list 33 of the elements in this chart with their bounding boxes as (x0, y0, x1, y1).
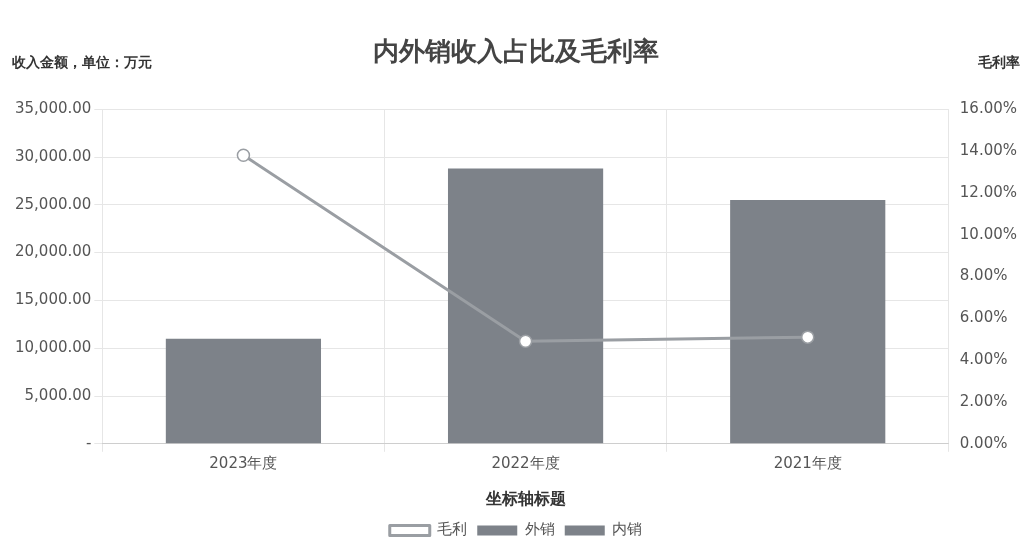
y-tick-label: 25,000.00 (15, 194, 92, 213)
x-tick-label: 2021年度 (773, 453, 842, 472)
y2-tick-label: 10.00% (959, 224, 1018, 243)
y-tick-label: 35,000.00 (15, 99, 92, 118)
y2-tick-label: 0.00% (959, 433, 1008, 452)
x-tick-label: 2022年度 (491, 453, 560, 472)
y2-axis-title: 毛利率 (977, 53, 1020, 70)
legend-label: 毛利 (437, 520, 468, 539)
y2-tick-label: 2.00% (959, 391, 1008, 410)
point (800, 330, 815, 344)
y-tick-label: 20,000.00 (15, 242, 92, 261)
bar (165, 338, 322, 444)
y-tick-label: - (85, 433, 92, 452)
legend-label: 外销 (524, 520, 555, 539)
y2-tick-label: 8.00% (959, 266, 1008, 285)
x-axis-title: 坐标轴标题 (484, 488, 566, 508)
y2-tick-label: 6.00% (959, 308, 1008, 327)
y-tick-label: 15,000.00 (15, 290, 92, 309)
y-tick-label: 5,000.00 (24, 385, 92, 404)
x-tick-label: 2023年度 (209, 453, 278, 472)
y2-tick-label: 16.00% (959, 99, 1018, 118)
y-tick-label: 10,000.00 (15, 338, 92, 357)
chart-title: 内外销收入占比及毛利率 (373, 36, 659, 67)
y2-tick-label: 14.00% (959, 140, 1018, 159)
y-tick-label: 30,000.00 (15, 146, 92, 165)
bar (730, 200, 886, 444)
y2-tick-label: 4.00% (959, 350, 1008, 369)
legend-label: 内销 (612, 520, 643, 539)
bar (447, 168, 604, 444)
y2-tick-label: 12.00% (959, 182, 1018, 201)
point (236, 148, 251, 162)
point (518, 334, 533, 349)
y-axis-title: 收入金额，单位：万元 (12, 53, 152, 70)
